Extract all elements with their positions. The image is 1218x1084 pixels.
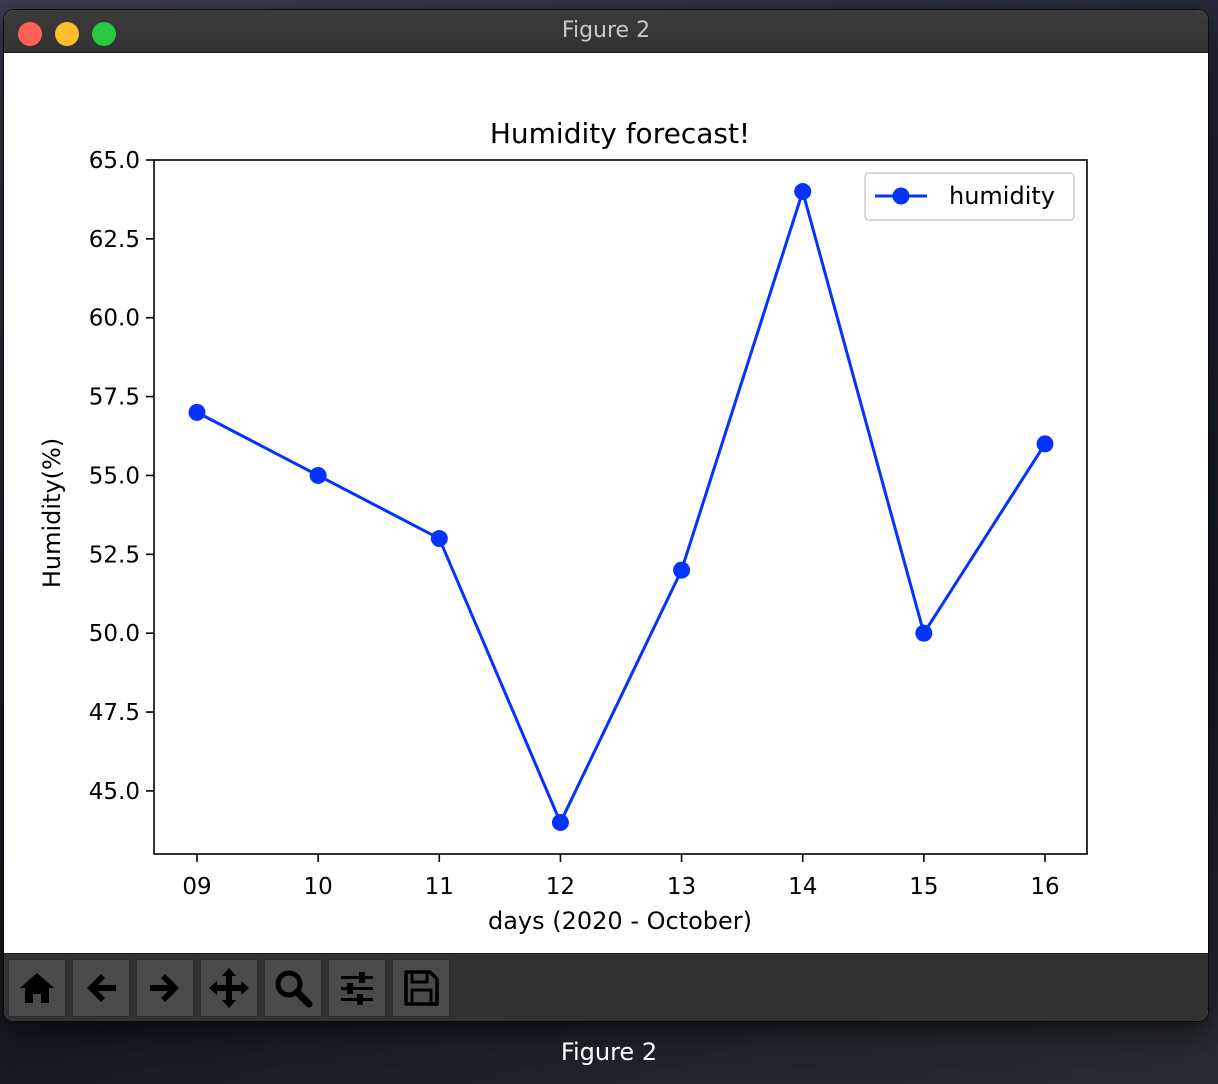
line-chart: Humidity forecast! 45.0 47.5 50.0 52.5 55.0 5… <box>38 117 1088 935</box>
minimize-window-button[interactable] <box>55 22 79 46</box>
x-tick-label: 12 <box>546 874 575 900</box>
title-bar[interactable]: Figure 2 <box>4 10 1208 53</box>
home-icon <box>20 973 54 1003</box>
x-tick-label: 14 <box>788 874 817 900</box>
y-tick-label: 47.5 <box>89 700 140 726</box>
data-point-marker <box>794 183 812 201</box>
x-tick-label: 16 <box>1030 874 1059 900</box>
window-title: Figure 2 <box>561 18 651 43</box>
figure-canvas[interactable]: Humidity forecast! 45.0 47.5 50.0 52.5 55.0 5… <box>4 53 1208 953</box>
y-tick-label: 57.5 <box>89 385 140 411</box>
pan-move-icon <box>209 968 249 1008</box>
y-axis-ticks: 45.0 47.5 50.0 52.5 55.0 57.5 60.0 62.5 65.0 <box>89 148 154 805</box>
home-button[interactable] <box>8 959 66 1017</box>
x-tick-label: 13 <box>667 874 696 900</box>
configure-subplots-icon <box>341 972 373 1005</box>
y-tick-label: 50.0 <box>89 621 140 647</box>
save-floppy-icon <box>404 970 439 1006</box>
y-tick-label: 55.0 <box>89 463 140 489</box>
back-arrow-icon <box>87 974 116 1002</box>
y-tick-label: 65.0 <box>89 148 140 174</box>
x-tick-label: 15 <box>909 874 938 900</box>
x-axis-label: days (2020 - October) <box>488 907 752 935</box>
close-window-button[interactable] <box>18 22 42 46</box>
save-button[interactable] <box>392 959 450 1017</box>
y-tick-label: 45.0 <box>89 779 140 805</box>
legend-frame <box>864 172 1075 221</box>
zoom-magnifier-icon <box>275 970 313 1008</box>
configure-subplots-button[interactable] <box>328 959 386 1017</box>
window-caption: Figure 2 <box>560 1038 658 1066</box>
data-point-marker <box>673 561 691 579</box>
series-markers <box>188 183 1054 831</box>
legend-marker <box>892 187 910 205</box>
chart-title: Humidity forecast! <box>490 117 750 150</box>
forward-arrow-icon <box>150 974 179 1002</box>
data-point-marker <box>430 530 448 548</box>
legend-label-humidity: humidity <box>949 182 1055 210</box>
pan-button[interactable] <box>200 959 258 1017</box>
x-tick-label: 09 <box>182 874 211 900</box>
navigation-toolbar <box>4 953 1208 1021</box>
data-point-marker <box>188 403 206 421</box>
x-tick-label: 10 <box>304 874 333 900</box>
y-axis-label: Humidity(%) <box>38 438 66 588</box>
figure-window: Figure 2 Humidity forecast! 45.0 47.5 50.0… <box>4 10 1208 1021</box>
plot-area <box>153 159 1088 855</box>
data-point-marker <box>915 624 933 642</box>
y-tick-label: 62.5 <box>89 227 140 253</box>
legend: humidity <box>864 172 1075 221</box>
zoom-button[interactable] <box>264 959 322 1017</box>
data-point-marker <box>1036 435 1054 453</box>
data-point-marker <box>551 813 569 831</box>
y-tick-label: 60.0 <box>89 306 140 332</box>
series-line-humidity <box>196 186 1047 827</box>
data-point-marker <box>309 466 327 484</box>
y-tick-label: 52.5 <box>89 542 140 568</box>
forward-button[interactable] <box>136 959 194 1017</box>
x-axis-ticks: 09 10 11 12 13 14 15 16 <box>182 854 1060 900</box>
back-button[interactable] <box>72 959 130 1017</box>
x-tick-label: 11 <box>425 874 454 900</box>
maximize-window-button[interactable] <box>92 22 116 46</box>
